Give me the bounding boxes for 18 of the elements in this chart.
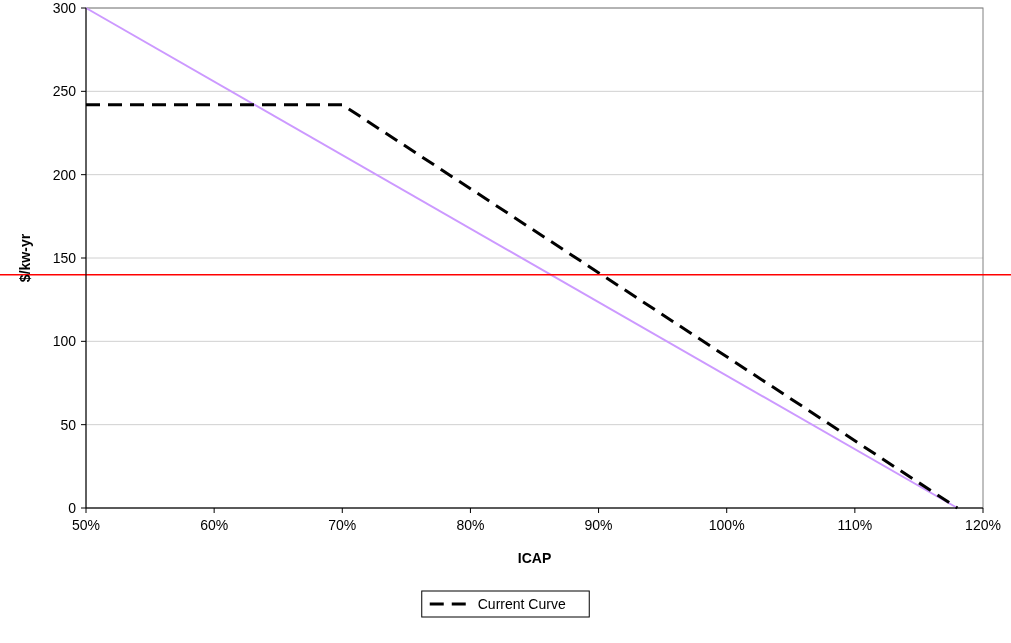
y-axis-title: $/kw-yr bbox=[17, 233, 33, 283]
legend-label: Current Curve bbox=[477, 596, 566, 612]
x-tick-label: 110% bbox=[837, 517, 873, 533]
y-tick-label: 100 bbox=[52, 333, 77, 350]
x-tick-label: 90% bbox=[584, 517, 613, 533]
y-tick-label: 200 bbox=[52, 166, 77, 183]
x-tick-label: 50% bbox=[71, 517, 101, 533]
x-axis-title: ICAP bbox=[517, 550, 552, 566]
y-tick-label: 300 bbox=[52, 0, 77, 16]
y-tick-label: 150 bbox=[52, 250, 77, 266]
y-tick-label: 0 bbox=[68, 500, 77, 516]
y-tick-label: 250 bbox=[52, 83, 77, 100]
y-tick-label: 50 bbox=[60, 416, 77, 433]
x-tick-label: 80% bbox=[456, 517, 485, 533]
x-tick-label: 70% bbox=[328, 517, 357, 533]
x-tick-label: 100% bbox=[708, 517, 745, 533]
x-tick-label: 120% bbox=[965, 517, 1001, 533]
x-tick-label: 60% bbox=[200, 517, 229, 533]
